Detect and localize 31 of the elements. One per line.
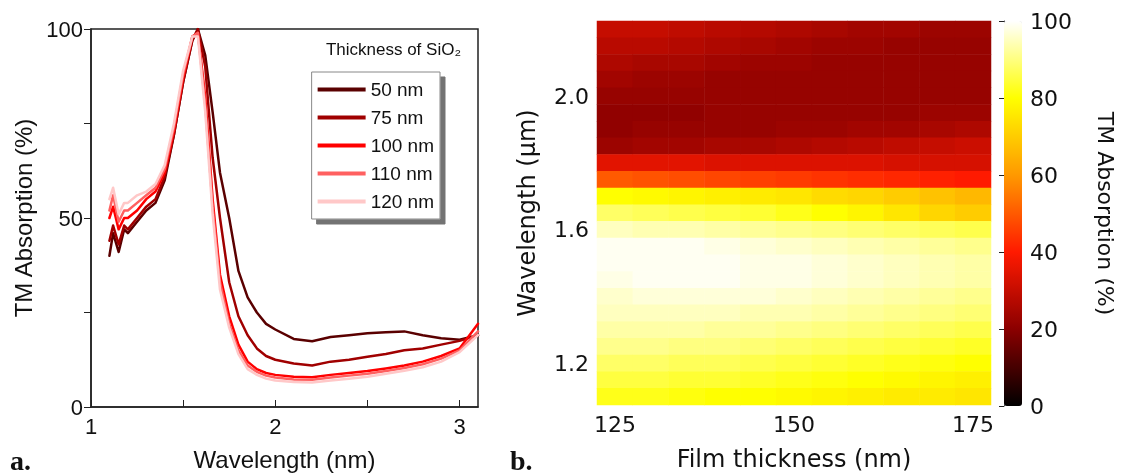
text: a.	[10, 444, 31, 476]
y-tick-label: 0	[70, 394, 83, 420]
color-bar-title: TM Absorption (%)	[1092, 110, 1118, 316]
x-tick-label: 125	[593, 411, 636, 437]
color-bar-label: 40	[1030, 239, 1058, 265]
x-tick-label: 3	[453, 413, 466, 439]
y-tick-label: 50	[58, 205, 83, 231]
y-tick-label: 2.0	[554, 83, 589, 109]
y-axis-title: Wavelength (µm)	[513, 109, 541, 317]
color-bar-label: 0	[1030, 393, 1044, 419]
y-axis-title: TM Absorption (%)	[9, 118, 37, 318]
legend-label: 110 nm	[370, 163, 433, 184]
x-tick-label: 1	[84, 413, 98, 439]
legend-title: Thickness of SiO₂	[325, 40, 462, 59]
legend-label: 100 nm	[370, 135, 434, 156]
x-tick-label: 2	[269, 413, 282, 439]
x-tick-label: 150	[773, 411, 815, 437]
x-axis-title: Film thickness (nm)	[676, 445, 912, 473]
x-axis-title: Wavelength (nm)	[193, 445, 376, 473]
y-tick-label: 100	[46, 16, 83, 42]
legend-label: 50 nm	[370, 79, 424, 100]
color-bar-label: 20	[1030, 316, 1058, 342]
y-tick-label: 1.2	[554, 350, 589, 376]
color-bar-label: 60	[1030, 162, 1058, 188]
legend-label: 120 nm	[370, 191, 434, 212]
color-bar-label: 80	[1030, 85, 1058, 111]
x-tick-label: 175	[952, 411, 995, 437]
legend-label: 75 nm	[370, 107, 424, 128]
y-tick-label: 1.6	[554, 217, 589, 243]
color-bar-label: 100	[1030, 8, 1072, 34]
text: b.	[510, 444, 533, 476]
